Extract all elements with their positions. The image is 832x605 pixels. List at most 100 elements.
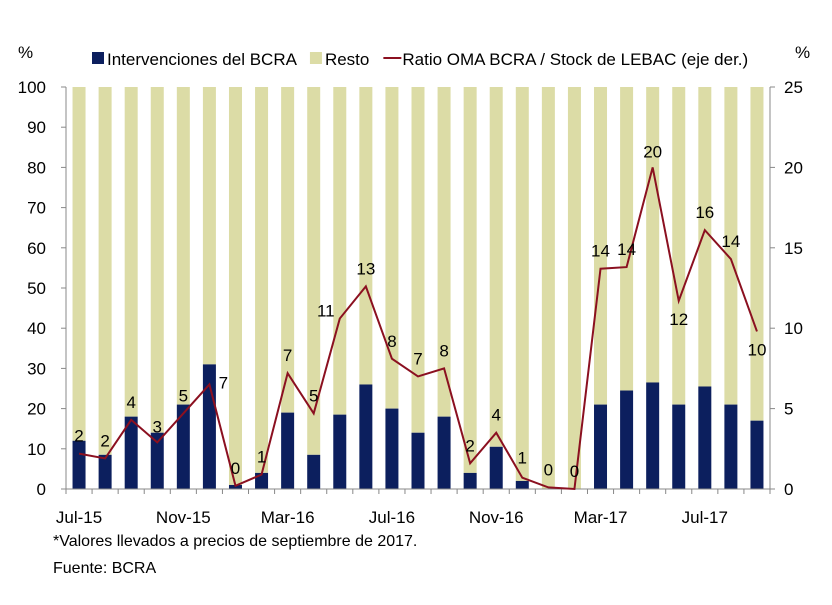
- bar-resto: [541, 87, 555, 489]
- bar-intervenciones: [750, 420, 764, 489]
- bar-intervenciones: [176, 404, 190, 489]
- ratio-data-label: 7: [219, 373, 228, 392]
- y2-tick-label: 0: [784, 480, 793, 499]
- bar-intervenciones: [98, 454, 112, 489]
- bar-resto: [437, 87, 451, 417]
- bar-resto: [359, 87, 373, 385]
- ratio-data-label: 2: [100, 431, 109, 450]
- bar-resto: [255, 87, 269, 473]
- y-tick-label: 0: [37, 480, 46, 499]
- bar-resto: [150, 87, 164, 433]
- bar-resto: [72, 87, 86, 441]
- y-tick-label: 10: [27, 440, 46, 459]
- y-tick-label: 100: [18, 78, 46, 97]
- bar-intervenciones: [307, 454, 321, 489]
- source: Fuente: BCRA: [53, 560, 157, 577]
- legend-label: Resto: [325, 50, 369, 69]
- ratio-data-label: 0: [570, 462, 579, 481]
- y-tick-label: 80: [27, 158, 46, 177]
- x-tick-label: Mar-17: [574, 508, 628, 527]
- y-tick-label: 90: [27, 118, 46, 137]
- legend-label: Ratio OMA BCRA / Stock de LEBAC (eje der…: [402, 50, 748, 69]
- bar-resto: [202, 87, 216, 365]
- ratio-data-label: 14: [721, 232, 740, 251]
- bar-resto: [567, 87, 581, 489]
- ratio-data-label: 13: [356, 259, 375, 278]
- bar-intervenciones: [333, 414, 347, 489]
- bar-intervenciones: [698, 386, 712, 489]
- ratio-data-label: 16: [695, 203, 714, 222]
- ratio-data-label: 14: [617, 240, 636, 259]
- bar-resto: [646, 87, 660, 383]
- ratio-data-label: 14: [591, 242, 610, 261]
- bar-resto: [98, 87, 112, 455]
- ratio-data-label: 2: [465, 436, 474, 455]
- legend-swatch: [309, 52, 322, 64]
- ratio-data-label: 8: [439, 341, 448, 360]
- right-axis-unit: %: [795, 43, 810, 62]
- y2-tick-label: 15: [784, 239, 803, 258]
- left-axis-unit: %: [18, 43, 33, 62]
- y2-tick-label: 5: [784, 400, 793, 419]
- bar-resto: [620, 87, 634, 391]
- y2-tick-label: 25: [784, 78, 803, 97]
- bar-intervenciones: [385, 408, 399, 489]
- bar-resto: [463, 87, 477, 473]
- chart-svg: % % Intervenciones del BCRA Resto Ratio OM…: [18, 43, 811, 527]
- y2-tick-label: 10: [784, 319, 803, 338]
- ratio-data-label: 3: [153, 417, 162, 436]
- ratio-data-label: 4: [491, 406, 500, 425]
- ratio-line: [78, 167, 758, 491]
- bar-intervenciones: [72, 440, 86, 489]
- ratio-data-label: 1: [257, 448, 266, 467]
- bar-intervenciones: [646, 382, 660, 489]
- bar-resto: [124, 87, 138, 417]
- x-tick-label: Nov-15: [156, 508, 211, 527]
- bar-intervenciones: [515, 480, 529, 489]
- y2-tick-label: 20: [784, 158, 803, 177]
- ratio-data-label: 12: [669, 310, 688, 329]
- bar-intervenciones: [594, 404, 608, 489]
- bar-intervenciones: [489, 446, 503, 489]
- x-tick-label: Jul-15: [56, 508, 102, 527]
- ratio-data-label: 0: [231, 459, 240, 478]
- ratio-data-label: 10: [748, 340, 767, 359]
- bar-resto: [489, 87, 503, 447]
- bar-resto: [281, 87, 295, 413]
- bar-intervenciones: [672, 404, 686, 489]
- bar-resto: [594, 87, 608, 405]
- footnote: *Valores llevados a precios de septiembr…: [53, 533, 418, 550]
- bar-resto: [307, 87, 321, 455]
- y-tick-label: 30: [27, 359, 46, 378]
- bar-intervenciones: [281, 412, 295, 489]
- bar-resto: [333, 87, 347, 415]
- bar-intervenciones: [228, 484, 242, 489]
- y-tick-label: 40: [27, 319, 46, 338]
- bar-resto: [411, 87, 425, 433]
- bar-intervenciones: [463, 472, 477, 489]
- y-tick-label: 50: [27, 279, 46, 298]
- legend: Intervenciones del BCRA Resto Ratio OMA BC…: [92, 50, 748, 69]
- bar-resto: [228, 87, 242, 485]
- bar-intervenciones: [124, 416, 138, 489]
- ratio-data-label: 5: [179, 386, 188, 405]
- x-tick-label: Mar-16: [261, 508, 315, 527]
- ratio-data-label: 11: [317, 302, 335, 321]
- x-tick-label: Jul-16: [369, 508, 415, 527]
- x-tick-label: Nov-16: [469, 508, 524, 527]
- bar-resto: [176, 87, 190, 405]
- bar-resto: [385, 87, 399, 409]
- bar-resto: [698, 87, 712, 387]
- bar-intervenciones: [437, 416, 451, 489]
- bar-intervenciones: [150, 432, 164, 489]
- y-tick-label: 60: [27, 239, 46, 258]
- bar-intervenciones: [411, 432, 425, 489]
- bar-intervenciones: [359, 384, 373, 489]
- bar-intervenciones: [724, 404, 738, 489]
- bar-intervenciones: [620, 390, 634, 489]
- x-tick-label: Jul-17: [682, 508, 728, 527]
- bar-resto: [750, 87, 764, 421]
- ratio-data-label: 5: [309, 386, 318, 405]
- ratio-data-label: 4: [126, 393, 135, 412]
- legend-label: Intervenciones del BCRA: [107, 50, 298, 69]
